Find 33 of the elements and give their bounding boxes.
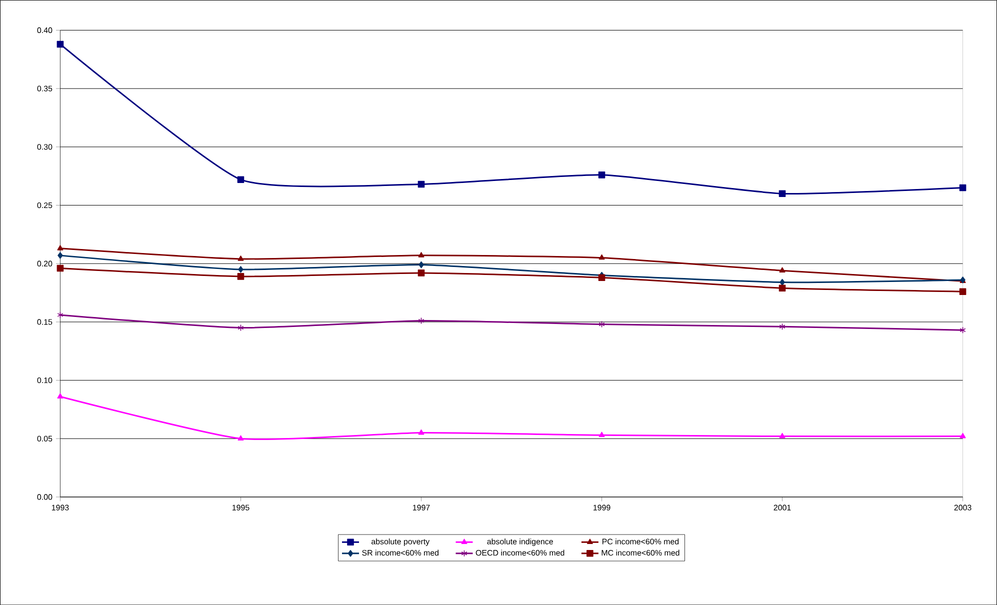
point — [57, 311, 64, 318]
point — [780, 278, 785, 286]
point — [238, 255, 244, 261]
point — [598, 274, 606, 281]
point — [779, 432, 786, 438]
point — [598, 254, 605, 260]
point — [238, 324, 244, 332]
point — [959, 288, 966, 295]
point — [418, 429, 424, 435]
point — [418, 180, 425, 188]
point — [57, 393, 64, 398]
point — [238, 266, 244, 273]
point — [58, 252, 63, 259]
point — [960, 432, 966, 438]
point — [237, 272, 244, 280]
point — [598, 320, 605, 328]
point — [778, 190, 786, 197]
point — [238, 435, 244, 440]
point — [779, 323, 786, 330]
point — [960, 326, 966, 334]
point — [598, 432, 605, 437]
point — [418, 269, 425, 276]
point — [57, 244, 64, 250]
point — [56, 40, 64, 48]
point — [56, 264, 64, 272]
point — [959, 184, 966, 192]
point — [418, 261, 424, 268]
point — [778, 284, 786, 292]
point — [418, 252, 424, 258]
point — [237, 176, 244, 183]
point — [598, 171, 606, 178]
point — [779, 267, 786, 272]
point — [418, 317, 424, 324]
